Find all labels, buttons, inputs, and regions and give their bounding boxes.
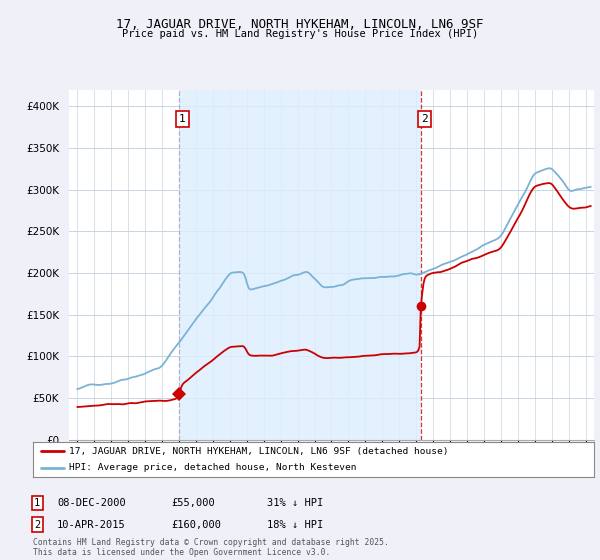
Text: Contains HM Land Registry data © Crown copyright and database right 2025.
This d: Contains HM Land Registry data © Crown c…	[33, 538, 389, 557]
Text: 17, JAGUAR DRIVE, NORTH HYKEHAM, LINCOLN, LN6 9SF (detached house): 17, JAGUAR DRIVE, NORTH HYKEHAM, LINCOLN…	[70, 447, 449, 456]
Text: 31% ↓ HPI: 31% ↓ HPI	[267, 498, 323, 508]
Text: 08-DEC-2000: 08-DEC-2000	[57, 498, 126, 508]
Text: 10-APR-2015: 10-APR-2015	[57, 520, 126, 530]
Text: 18% ↓ HPI: 18% ↓ HPI	[267, 520, 323, 530]
Text: 2: 2	[421, 114, 428, 124]
Text: 1: 1	[179, 114, 186, 124]
Text: HPI: Average price, detached house, North Kesteven: HPI: Average price, detached house, Nort…	[70, 463, 357, 472]
Text: 17, JAGUAR DRIVE, NORTH HYKEHAM, LINCOLN, LN6 9SF: 17, JAGUAR DRIVE, NORTH HYKEHAM, LINCOLN…	[116, 18, 484, 31]
Text: 2: 2	[34, 520, 40, 530]
Text: Price paid vs. HM Land Registry's House Price Index (HPI): Price paid vs. HM Land Registry's House …	[122, 29, 478, 39]
Text: £55,000: £55,000	[171, 498, 215, 508]
Text: £160,000: £160,000	[171, 520, 221, 530]
Bar	[179, 90, 421, 440]
Text: 1: 1	[34, 498, 40, 508]
